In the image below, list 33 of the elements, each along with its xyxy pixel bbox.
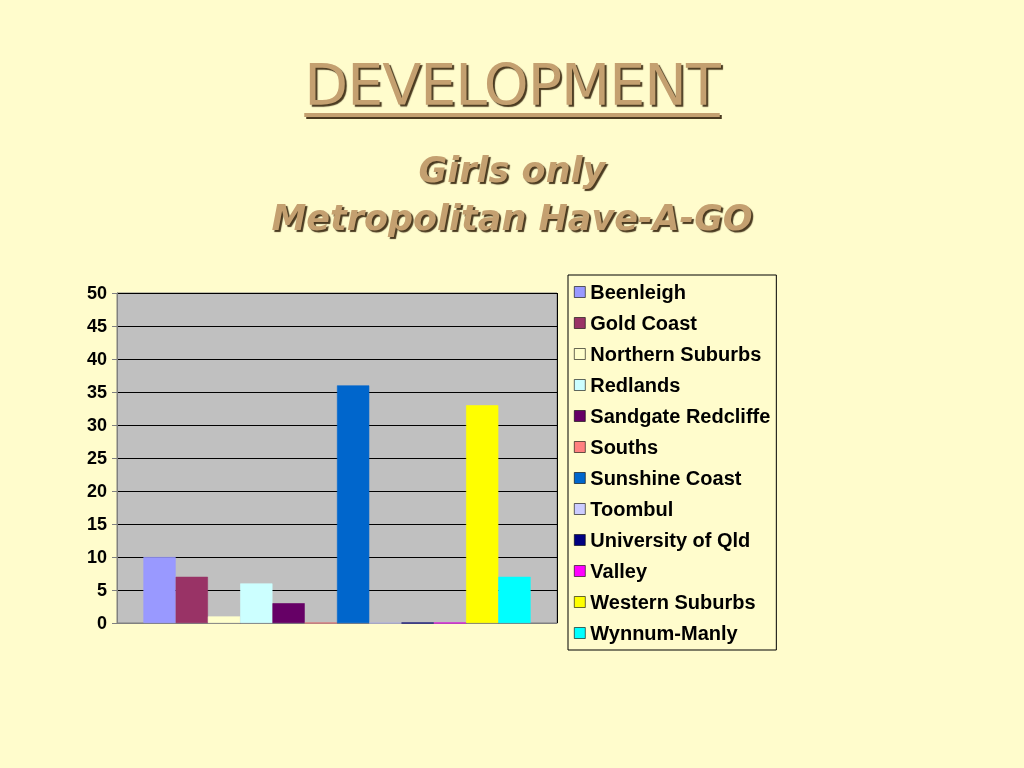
legend-label: Sunshine Coast bbox=[590, 467, 742, 489]
y-tick-label: 20 bbox=[86, 481, 107, 501]
bar bbox=[272, 603, 305, 623]
bar bbox=[466, 405, 499, 623]
legend-label: Northern Suburbs bbox=[590, 343, 762, 365]
bar bbox=[240, 583, 273, 623]
legend-label: Valley bbox=[590, 560, 648, 582]
bar bbox=[175, 576, 208, 623]
bar bbox=[143, 557, 176, 623]
legend-label: Souths bbox=[590, 436, 659, 458]
legend-label: Beenleigh bbox=[590, 281, 686, 303]
legend-label: Gold Coast bbox=[590, 312, 698, 334]
y-tick-label: 15 bbox=[86, 514, 107, 534]
legend-label: Sandgate Redcliffe bbox=[590, 405, 771, 427]
y-tick-label: 0 bbox=[96, 613, 107, 633]
y-tick-label: 10 bbox=[86, 547, 107, 567]
y-tick-label: 25 bbox=[86, 448, 107, 468]
bar bbox=[337, 385, 370, 623]
y-tick-label: 35 bbox=[86, 382, 107, 402]
legend-label: Wynnum-Manly bbox=[590, 622, 739, 644]
bar bbox=[207, 616, 241, 623]
legend-label: University of Qld bbox=[590, 529, 751, 551]
y-tick-label: 50 bbox=[86, 283, 107, 303]
y-tick-label: 5 bbox=[96, 580, 107, 600]
y-tick-label: 40 bbox=[86, 349, 107, 369]
legend-label: Toombul bbox=[590, 498, 674, 520]
chart-subtitle: Girls only Metropolitan Have-A-GO bbox=[271, 149, 753, 240]
bar bbox=[498, 576, 531, 623]
y-tick-label: 45 bbox=[86, 316, 107, 336]
chart-title: DEVELOPMENT bbox=[304, 52, 720, 118]
legend-label: Redlands bbox=[590, 374, 681, 396]
legend-label: Western Suburbs bbox=[590, 591, 756, 613]
y-tick-label: 30 bbox=[86, 415, 107, 435]
